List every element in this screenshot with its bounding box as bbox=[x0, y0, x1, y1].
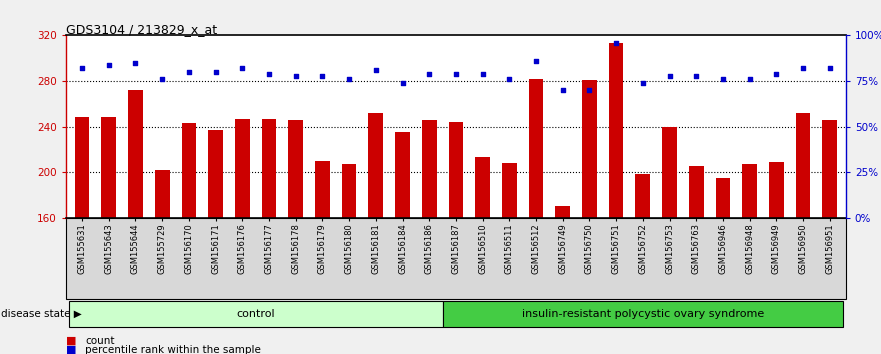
Point bbox=[556, 87, 570, 93]
Bar bbox=[448, 122, 463, 354]
Bar bbox=[689, 166, 704, 354]
Point bbox=[75, 65, 89, 71]
Bar bbox=[502, 163, 516, 354]
Bar bbox=[769, 162, 784, 354]
Point bbox=[369, 67, 383, 73]
Bar bbox=[529, 79, 544, 354]
Point bbox=[502, 76, 516, 82]
Bar bbox=[75, 118, 90, 354]
Text: ■: ■ bbox=[66, 336, 77, 346]
Bar bbox=[155, 170, 169, 354]
Text: percentile rank within the sample: percentile rank within the sample bbox=[85, 345, 262, 354]
Point bbox=[823, 65, 837, 71]
Bar bbox=[128, 90, 143, 354]
Bar bbox=[181, 123, 196, 354]
Point bbox=[743, 76, 757, 82]
Bar bbox=[368, 113, 383, 354]
Bar bbox=[796, 113, 811, 354]
Bar bbox=[101, 118, 116, 354]
Bar bbox=[822, 120, 837, 354]
Point bbox=[636, 80, 650, 86]
Point bbox=[663, 73, 677, 78]
Point bbox=[422, 71, 436, 76]
Bar bbox=[475, 157, 490, 354]
Point bbox=[769, 71, 783, 76]
Bar bbox=[315, 161, 329, 354]
Bar bbox=[262, 119, 277, 354]
Bar bbox=[342, 164, 357, 354]
Point bbox=[129, 60, 143, 65]
Bar bbox=[663, 126, 677, 354]
Text: ■: ■ bbox=[66, 345, 77, 354]
Point bbox=[155, 76, 169, 82]
Point bbox=[315, 73, 329, 78]
Bar bbox=[715, 178, 730, 354]
Bar bbox=[235, 119, 249, 354]
Text: GDS3104 / 213829_x_at: GDS3104 / 213829_x_at bbox=[66, 23, 218, 36]
Point bbox=[262, 71, 276, 76]
Point bbox=[101, 62, 115, 67]
Point bbox=[396, 80, 410, 86]
Point bbox=[716, 76, 730, 82]
Bar bbox=[288, 120, 303, 354]
Bar bbox=[208, 130, 223, 354]
Bar bbox=[555, 206, 570, 354]
Point bbox=[529, 58, 543, 64]
Point bbox=[235, 65, 249, 71]
Text: disease state ▶: disease state ▶ bbox=[1, 309, 82, 319]
Point bbox=[582, 87, 596, 93]
Point bbox=[342, 76, 356, 82]
Point bbox=[796, 65, 811, 71]
Point bbox=[289, 73, 303, 78]
Point bbox=[181, 69, 196, 75]
Text: control: control bbox=[236, 309, 275, 319]
Point bbox=[609, 40, 623, 46]
Point bbox=[448, 71, 463, 76]
Text: insulin-resistant polycystic ovary syndrome: insulin-resistant polycystic ovary syndr… bbox=[522, 309, 764, 319]
Point bbox=[476, 71, 490, 76]
Point bbox=[209, 69, 223, 75]
Bar bbox=[635, 175, 650, 354]
Bar bbox=[582, 80, 596, 354]
Bar bbox=[609, 44, 624, 354]
Point bbox=[689, 73, 703, 78]
Bar bbox=[396, 132, 410, 354]
Bar bbox=[422, 120, 437, 354]
Bar bbox=[743, 164, 757, 354]
Text: count: count bbox=[85, 336, 115, 346]
